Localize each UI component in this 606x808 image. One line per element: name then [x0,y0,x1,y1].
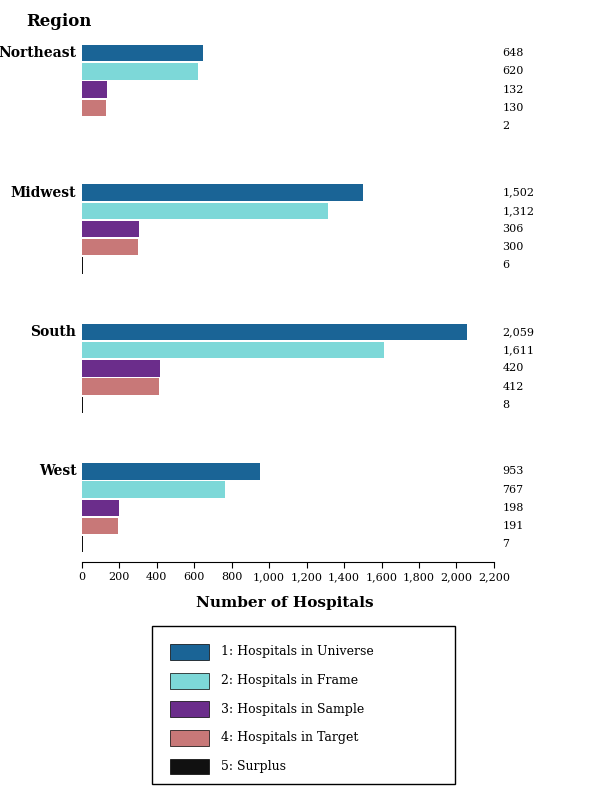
Text: 130: 130 [502,103,524,113]
Bar [82,499,119,516]
Bar [82,463,261,480]
Text: 420: 420 [502,364,524,373]
Bar [82,360,161,377]
Bar [82,203,328,219]
Text: 2: Hospitals in Frame: 2: Hospitals in Frame [221,674,358,687]
Bar [82,518,118,534]
Text: 8: 8 [502,400,510,410]
Bar [82,342,384,359]
Text: 300: 300 [502,242,524,252]
Text: 1,611: 1,611 [502,345,534,356]
Bar [82,184,363,200]
Bar [82,82,107,98]
Bar [82,482,225,498]
Text: Region: Region [26,13,92,30]
Bar [170,730,209,746]
Text: 2: 2 [502,121,510,131]
Text: 1: Hospitals in Universe: 1: Hospitals in Universe [221,646,374,659]
Bar [82,63,198,79]
Bar [82,45,203,61]
Bar [82,536,83,553]
Text: Number of Hospitals: Number of Hospitals [196,596,374,610]
Bar [82,324,467,340]
Text: 5: Surplus: 5: Surplus [221,760,286,773]
Text: 767: 767 [502,485,524,494]
Text: 198: 198 [502,503,524,513]
Bar [170,644,209,660]
Text: 306: 306 [502,224,524,234]
Text: 191: 191 [502,521,524,531]
Text: 648: 648 [502,48,524,58]
Text: 1,502: 1,502 [502,187,534,198]
Text: 7: 7 [502,539,509,549]
Text: 620: 620 [502,66,524,77]
Bar [170,759,209,774]
Text: 132: 132 [502,85,524,95]
Text: 2,059: 2,059 [502,327,534,337]
Text: 412: 412 [502,381,524,392]
Text: 6: 6 [502,260,510,271]
Bar [82,378,159,395]
Bar [170,701,209,718]
Text: 4: Hospitals in Target: 4: Hospitals in Target [221,731,359,744]
Text: 3: Hospitals in Sample: 3: Hospitals in Sample [221,703,364,716]
Bar [82,221,139,238]
Bar [82,257,83,274]
Bar [82,397,83,413]
Bar [82,239,138,255]
Bar [82,99,106,116]
Text: 953: 953 [502,466,524,477]
FancyBboxPatch shape [152,626,454,784]
Text: 1,312: 1,312 [502,206,534,216]
Bar [170,673,209,688]
